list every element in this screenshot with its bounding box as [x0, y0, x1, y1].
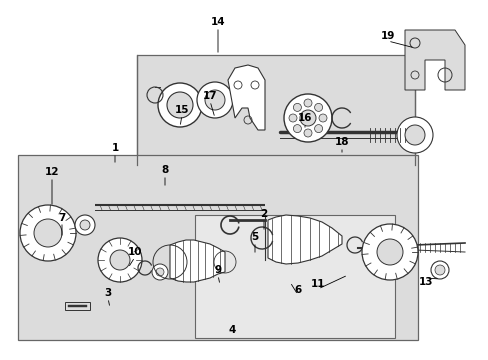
Circle shape: [156, 268, 163, 276]
Text: 9: 9: [214, 265, 221, 275]
Circle shape: [304, 129, 311, 137]
Polygon shape: [267, 215, 341, 264]
Circle shape: [376, 239, 402, 265]
Text: 17: 17: [202, 91, 217, 101]
Text: 14: 14: [210, 17, 225, 27]
Circle shape: [34, 219, 62, 247]
Circle shape: [430, 261, 448, 279]
Text: 16: 16: [297, 113, 312, 123]
Text: 19: 19: [380, 31, 394, 41]
Circle shape: [75, 215, 95, 235]
Text: 18: 18: [334, 137, 348, 147]
Circle shape: [361, 224, 417, 280]
Circle shape: [396, 117, 432, 153]
Circle shape: [434, 265, 444, 275]
Polygon shape: [404, 30, 464, 90]
Circle shape: [293, 125, 301, 132]
Circle shape: [293, 103, 301, 111]
Circle shape: [98, 238, 142, 282]
Circle shape: [314, 103, 322, 111]
Text: 2: 2: [260, 209, 267, 219]
Text: 4: 4: [228, 325, 235, 335]
Text: 5: 5: [251, 232, 258, 242]
Circle shape: [288, 114, 296, 122]
Circle shape: [314, 125, 322, 132]
Text: 6: 6: [294, 285, 301, 295]
Circle shape: [80, 220, 90, 230]
Bar: [68, 305, 87, 307]
Polygon shape: [170, 240, 224, 282]
Text: 11: 11: [310, 279, 325, 289]
Bar: [65, 302, 90, 310]
Text: 10: 10: [127, 247, 142, 257]
Text: 7: 7: [58, 213, 65, 223]
Text: 3: 3: [104, 288, 111, 298]
Circle shape: [197, 82, 232, 118]
Circle shape: [204, 90, 224, 110]
Text: 8: 8: [161, 165, 168, 175]
Circle shape: [167, 92, 193, 118]
Circle shape: [20, 205, 76, 261]
Text: 12: 12: [45, 167, 59, 177]
Polygon shape: [18, 155, 417, 340]
Circle shape: [284, 94, 331, 142]
Polygon shape: [227, 65, 264, 130]
Circle shape: [299, 110, 315, 126]
Circle shape: [304, 99, 311, 107]
Circle shape: [152, 264, 168, 280]
Circle shape: [404, 125, 424, 145]
Circle shape: [158, 83, 202, 127]
Text: 13: 13: [418, 277, 432, 287]
Polygon shape: [195, 215, 394, 338]
Polygon shape: [137, 55, 414, 165]
Circle shape: [110, 250, 130, 270]
Text: 1: 1: [111, 143, 119, 153]
Circle shape: [318, 114, 326, 122]
Text: 15: 15: [174, 105, 189, 115]
